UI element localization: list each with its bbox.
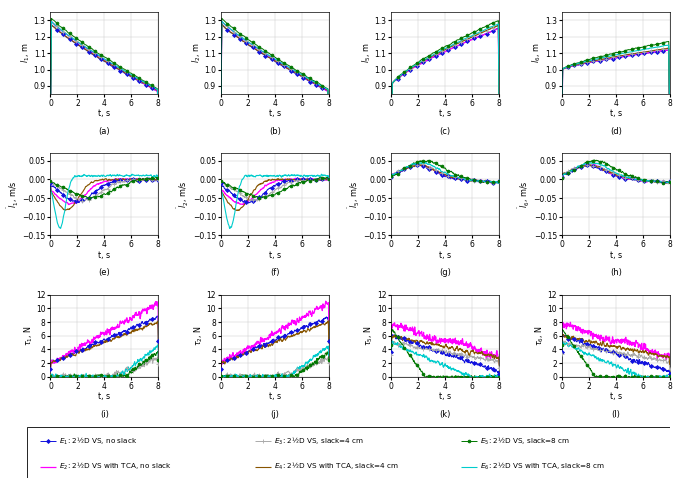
X-axis label: t, s: t, s: [98, 109, 110, 119]
Text: $E_6$: 2½D VS with TCA, slack=8 cm: $E_6$: 2½D VS with TCA, slack=8 cm: [480, 461, 605, 472]
Y-axis label: $l_1$, m: $l_1$, m: [20, 43, 32, 63]
Text: (d): (d): [610, 127, 622, 136]
X-axis label: t, s: t, s: [269, 251, 281, 260]
Text: $E_3$: 2½D VS, slack=4 cm: $E_3$: 2½D VS, slack=4 cm: [275, 436, 365, 447]
Y-axis label: $\dot{l}_2$, m/s: $\dot{l}_2$, m/s: [176, 180, 191, 208]
X-axis label: t, s: t, s: [439, 251, 452, 260]
Y-axis label: $\dot{l}_6$, m/s: $\dot{l}_6$, m/s: [517, 180, 532, 208]
Y-axis label: $l_2$, m: $l_2$, m: [190, 43, 203, 63]
FancyBboxPatch shape: [27, 427, 670, 478]
Y-axis label: $l_5$, m: $l_5$, m: [361, 43, 373, 63]
Text: (j): (j): [271, 409, 279, 419]
Text: (b): (b): [269, 127, 281, 136]
Text: (c): (c): [439, 127, 451, 136]
Text: (i): (i): [100, 409, 109, 419]
Y-axis label: $\tau_1$, N: $\tau_1$, N: [22, 325, 34, 346]
Text: $E_2$: 2½D VS with TCA, no slack: $E_2$: 2½D VS with TCA, no slack: [59, 461, 172, 472]
Text: $E_4$: 2½D VS with TCA, slack=4 cm: $E_4$: 2½D VS with TCA, slack=4 cm: [275, 461, 399, 472]
X-axis label: t, s: t, s: [439, 109, 452, 119]
Text: (g): (g): [439, 268, 451, 277]
Y-axis label: $\tau_2$, N: $\tau_2$, N: [192, 325, 205, 346]
Text: (k): (k): [439, 409, 451, 419]
X-axis label: t, s: t, s: [98, 392, 110, 401]
Text: $E_5$: 2½D VS, slack=8 cm: $E_5$: 2½D VS, slack=8 cm: [480, 436, 570, 447]
X-axis label: t, s: t, s: [610, 392, 622, 401]
Text: (f): (f): [270, 268, 279, 277]
Y-axis label: $\dot{l}_5$, m/s: $\dot{l}_5$, m/s: [347, 180, 361, 208]
Y-axis label: $\tau_6$, N: $\tau_6$, N: [534, 325, 546, 346]
X-axis label: t, s: t, s: [98, 251, 110, 260]
Y-axis label: $l_6$, m: $l_6$, m: [531, 43, 543, 63]
Text: (a): (a): [99, 127, 110, 136]
Text: (l): (l): [611, 409, 620, 419]
Text: (h): (h): [610, 268, 622, 277]
X-axis label: t, s: t, s: [269, 109, 281, 119]
Y-axis label: $\dot{l}_1$, m/s: $\dot{l}_1$, m/s: [5, 180, 21, 208]
Text: (e): (e): [98, 268, 110, 277]
X-axis label: t, s: t, s: [269, 392, 281, 401]
X-axis label: t, s: t, s: [439, 392, 452, 401]
X-axis label: t, s: t, s: [610, 109, 622, 119]
Y-axis label: $\tau_5$, N: $\tau_5$, N: [363, 325, 376, 346]
Text: $E_1$: 2½D VS, no slack: $E_1$: 2½D VS, no slack: [59, 436, 137, 447]
X-axis label: t, s: t, s: [610, 251, 622, 260]
